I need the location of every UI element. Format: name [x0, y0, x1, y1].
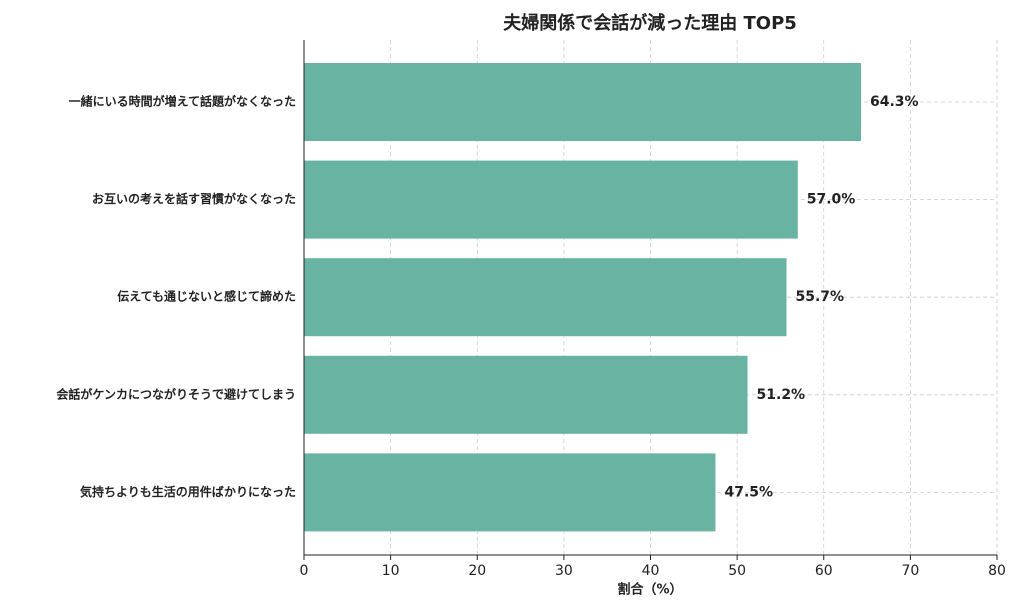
value-label: 57.0% — [807, 192, 856, 208]
x-tick-label: 40 — [642, 563, 660, 579]
y-tick-label: 一緒にいる時間が増えて話題がなくなった — [69, 94, 296, 109]
chart-title: 夫婦関係で会話が減った理由 TOP5 — [503, 12, 797, 34]
x-tick-label: 0 — [300, 563, 309, 579]
x-tick-label: 70 — [901, 563, 919, 579]
bar — [304, 63, 861, 141]
y-tick-label: 会話がケンカにつながりそうで避けてしまう — [56, 386, 296, 401]
x-tick-label: 50 — [728, 563, 746, 579]
x-tick-label: 30 — [555, 563, 573, 579]
value-label: 47.5% — [724, 484, 773, 500]
bar — [304, 453, 716, 532]
x-axis-label: 割合（%） — [617, 582, 682, 598]
y-tick-label: 伝えても通じないと感じて諦めた — [117, 289, 296, 304]
y-tick-label: 気持ちよりも生活の用件ばかりになった — [80, 484, 296, 499]
value-label: 55.7% — [796, 289, 845, 305]
x-tick-label: 60 — [815, 563, 833, 579]
x-tick-label: 80 — [988, 563, 1006, 579]
value-label: 64.3% — [870, 94, 919, 110]
value-label: 51.2% — [757, 387, 806, 403]
bar — [304, 160, 798, 239]
x-tick-label: 10 — [382, 563, 400, 579]
bar — [304, 258, 787, 337]
x-tick-label: 20 — [468, 563, 486, 579]
bar — [304, 355, 748, 434]
y-tick-label: お互いの考えを話す習慣がなくなった — [92, 191, 296, 206]
